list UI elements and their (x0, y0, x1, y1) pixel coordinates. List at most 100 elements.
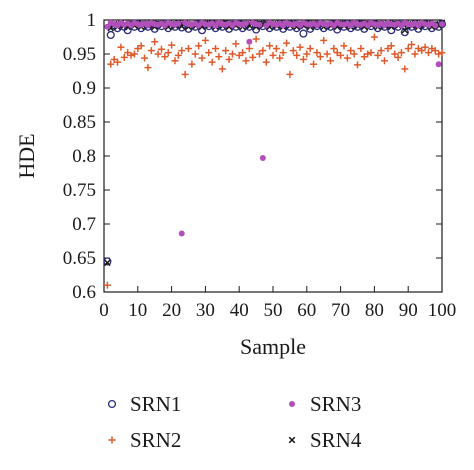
data-point-srn3 (259, 155, 266, 162)
data-point-srn2 (404, 45, 412, 53)
data-point-srn2 (161, 53, 169, 61)
data-point-srn2 (431, 47, 439, 55)
x-tick-label: 100 (428, 300, 457, 321)
legend-label-srn2: SRN2 (130, 428, 181, 452)
legend-marker-srn3 (289, 401, 295, 407)
data-point-srn2 (326, 57, 334, 65)
data-point-srn2 (424, 49, 432, 57)
data-point-srn2 (367, 49, 375, 57)
data-point-srn2 (212, 45, 220, 53)
data-series (103, 19, 447, 289)
data-point-srn2 (276, 54, 284, 62)
data-point-srn2 (313, 49, 321, 57)
x-tick-label: 60 (297, 300, 316, 321)
data-point-srn2 (141, 54, 149, 62)
data-point-srn2 (144, 64, 152, 72)
data-point-srn2 (421, 43, 429, 51)
data-point-srn2 (330, 45, 338, 53)
data-point-srn2 (201, 36, 209, 44)
x-tick-label: 90 (399, 300, 418, 321)
series-srn4 (104, 19, 446, 267)
data-point-srn2 (303, 50, 311, 58)
data-point-srn2 (435, 50, 443, 58)
data-point-srn2 (293, 51, 301, 59)
legend-marker-srn1 (107, 399, 117, 409)
data-point-srn2 (120, 53, 128, 61)
x-tick-label: 20 (162, 300, 181, 321)
data-point-srn2 (114, 58, 122, 66)
x-tick-label: 50 (264, 300, 283, 321)
y-tick-label: 0.7 (72, 214, 96, 235)
data-point-srn2 (195, 42, 203, 50)
data-point-srn2 (418, 47, 426, 55)
series-srn2 (103, 33, 446, 289)
data-point-srn2 (347, 47, 355, 55)
y-tick-label: 0.65 (63, 248, 96, 269)
data-point-srn2 (191, 50, 199, 58)
data-point-srn3 (435, 61, 442, 68)
x-tick-label: 40 (230, 300, 249, 321)
data-point-srn2 (137, 42, 145, 50)
data-point-srn2 (377, 47, 385, 55)
data-point-srn2 (286, 70, 294, 78)
legend-marker-srn2 (108, 436, 116, 444)
data-point-srn3 (242, 20, 249, 27)
data-point-srn2 (354, 61, 361, 69)
data-point-srn4 (401, 26, 409, 34)
data-point-srn1 (437, 20, 447, 29)
data-point-srn3 (246, 38, 253, 45)
data-point-srn1 (400, 28, 409, 37)
data-point-srn2 (370, 33, 378, 41)
data-point-srn2 (252, 35, 260, 43)
data-point-srn2 (357, 45, 365, 53)
data-point-srn3 (178, 230, 185, 237)
data-point-srn2 (178, 47, 186, 55)
data-point-srn2 (185, 45, 192, 53)
data-point-srn2 (316, 53, 324, 61)
plot-area-frame (103, 19, 443, 293)
data-point-srn2 (364, 50, 372, 58)
data-point-srn2 (391, 50, 399, 58)
y-tick-label: 0.8 (72, 146, 96, 167)
data-point-srn2 (130, 50, 138, 58)
data-point-srn3 (104, 23, 111, 30)
data-point-srn2 (208, 58, 216, 66)
data-point-srn2 (438, 49, 446, 57)
data-point-srn2 (374, 51, 382, 59)
data-point-srn2 (296, 43, 304, 51)
x-tick-label: 0 (99, 300, 109, 321)
x-tick-label: 80 (365, 300, 384, 321)
data-point-srn2 (408, 40, 416, 48)
legend: SRN1 SRN2 SRN3 SRN4 (107, 392, 362, 452)
data-point-srn2 (188, 60, 196, 68)
data-point-srn2 (107, 60, 115, 68)
data-point-srn2 (299, 55, 307, 63)
data-point-srn2 (168, 41, 176, 49)
data-point-srn2 (411, 50, 419, 58)
data-point-srn2 (147, 47, 155, 55)
data-point-srn2 (239, 49, 247, 57)
data-point-srn2 (205, 49, 213, 57)
legend-label-srn3: SRN3 (310, 392, 361, 416)
data-point-srn2 (343, 54, 351, 62)
data-point-srn2 (151, 38, 159, 46)
data-point-srn2 (306, 45, 314, 53)
data-point-srn2 (117, 43, 125, 51)
data-point-srn1 (103, 257, 112, 266)
data-point-srn2 (401, 65, 409, 73)
legend-label-srn4: SRN4 (310, 428, 362, 452)
data-point-srn2 (127, 51, 135, 59)
data-point-srn2 (340, 42, 348, 50)
data-point-srn2 (222, 47, 230, 55)
data-point-srn4 (104, 259, 111, 267)
data-point-srn2 (171, 57, 179, 65)
data-point-srn3 (256, 21, 263, 28)
data-point-srn2 (394, 53, 402, 61)
x-tick-label: 70 (331, 300, 350, 321)
data-point-srn2 (255, 50, 263, 58)
x-axis: 0 10 20 30 40 50 60 70 80 90 100 (99, 20, 456, 321)
data-point-srn2 (397, 49, 405, 57)
y-tick-label: 0.6 (72, 282, 96, 303)
y-tick-label: 0.9 (72, 78, 96, 99)
